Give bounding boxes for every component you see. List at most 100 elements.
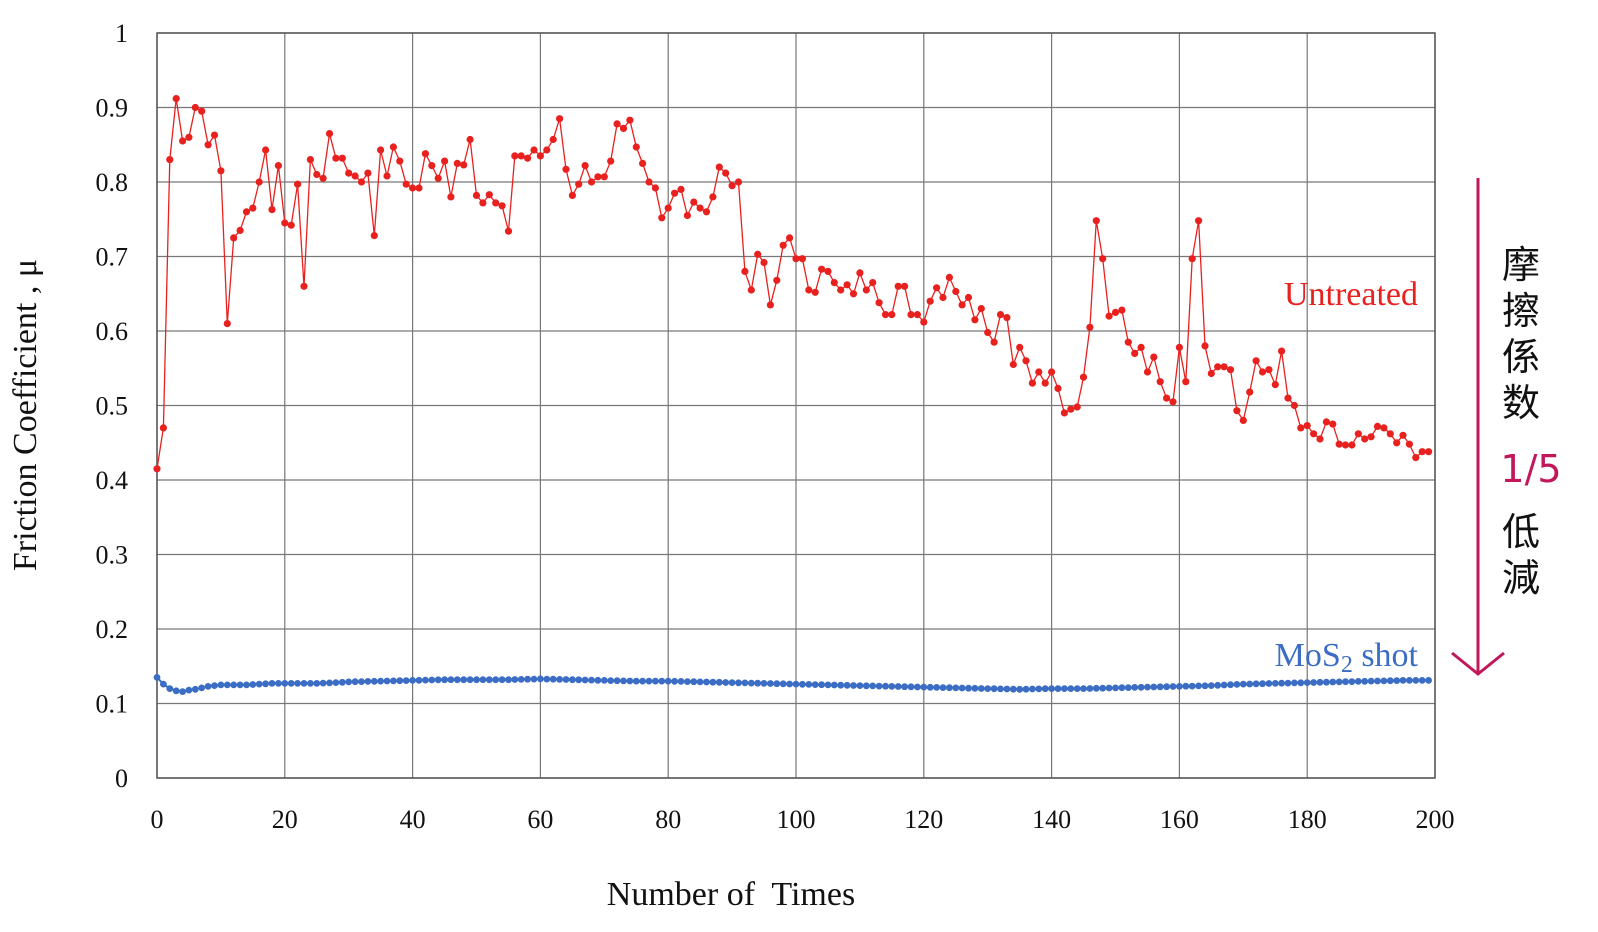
data-point-untreated — [1016, 343, 1024, 351]
data-point-mos2-shot — [958, 684, 966, 692]
data-point-untreated — [185, 133, 193, 141]
data-point-untreated — [958, 301, 966, 309]
data-point-untreated — [1271, 381, 1279, 389]
data-point-mos2-shot — [888, 683, 896, 690]
data-point-untreated — [1073, 403, 1081, 411]
data-point-mos2-shot — [773, 680, 781, 688]
data-point-mos2-shot — [223, 681, 231, 689]
data-point-mos2-shot — [179, 688, 187, 695]
data-point-mos2-shot — [709, 678, 717, 686]
data-point-mos2-shot — [696, 678, 704, 686]
data-point-untreated — [671, 189, 679, 197]
data-point-mos2-shot — [747, 679, 755, 687]
data-point-mos2-shot — [569, 676, 576, 684]
data-point-untreated — [479, 199, 487, 207]
data-point-mos2-shot — [473, 676, 480, 684]
data-point-untreated — [1329, 420, 1337, 428]
data-point-mos2-shot — [1086, 685, 1094, 692]
data-point-untreated — [1367, 433, 1375, 441]
data-point-mos2-shot — [409, 677, 416, 684]
data-point-untreated — [1188, 255, 1196, 263]
data-point-untreated — [1156, 378, 1164, 386]
y-tick-label: 0 — [115, 764, 128, 793]
reduction-arrow — [1451, 178, 1505, 676]
data-point-mos2-shot — [524, 675, 531, 683]
data-point-untreated — [1086, 323, 1094, 331]
data-point-untreated — [594, 173, 602, 181]
data-point-mos2-shot — [1016, 685, 1024, 693]
data-point-mos2-shot — [530, 675, 538, 683]
data-point-untreated — [377, 146, 385, 154]
data-point-mos2-shot — [498, 676, 506, 684]
data-point-mos2-shot — [965, 684, 972, 692]
data-point-mos2-shot — [799, 680, 806, 688]
series-points — [153, 95, 1433, 695]
data-point-mos2-shot — [1188, 682, 1196, 690]
data-point-mos2-shot — [1310, 679, 1317, 686]
data-point-mos2-shot — [428, 676, 436, 684]
data-point-untreated — [1278, 347, 1286, 355]
data-point-mos2-shot — [243, 681, 250, 689]
data-point-untreated — [837, 286, 845, 294]
data-point-untreated — [1425, 448, 1433, 456]
data-point-mos2-shot — [479, 676, 487, 684]
data-point-untreated — [747, 286, 755, 294]
data-point-mos2-shot — [492, 676, 500, 684]
data-point-untreated — [1393, 439, 1401, 447]
y-tick-label: 0.4 — [96, 466, 129, 495]
data-point-mos2-shot — [332, 679, 340, 686]
data-point-untreated — [1405, 440, 1413, 448]
data-point-untreated — [1386, 430, 1394, 438]
data-point-mos2-shot — [358, 678, 365, 685]
data-point-mos2-shot — [715, 678, 723, 686]
data-point-mos2-shot — [1182, 682, 1190, 690]
data-point-untreated — [728, 182, 736, 190]
data-point-mos2-shot — [1316, 678, 1324, 686]
data-point-untreated — [677, 185, 685, 193]
data-point-untreated — [639, 159, 647, 167]
data-point-untreated — [1335, 440, 1343, 448]
data-point-untreated — [415, 184, 423, 192]
data-point-untreated — [664, 204, 672, 212]
data-point-untreated — [325, 130, 334, 138]
data-point-mos2-shot — [294, 680, 301, 687]
y-tick-labels: 0 0.1 0.2 0.3 0.4 0.5 0.6 0.7 0.8 0.9 1 — [96, 19, 129, 793]
data-point-mos2-shot — [926, 683, 934, 691]
data-point-mos2-shot — [811, 681, 819, 688]
data-point-mos2-shot — [1278, 679, 1285, 687]
data-point-mos2-shot — [1169, 683, 1177, 690]
data-point-untreated — [370, 232, 378, 240]
y-axis-title: Friction Coefficient , μ — [7, 259, 44, 571]
data-point-untreated — [1041, 379, 1049, 387]
data-point-mos2-shot — [447, 676, 455, 684]
data-point-mos2-shot — [990, 685, 998, 693]
data-point-untreated — [843, 281, 851, 289]
x-tick-label: 160 — [1160, 805, 1199, 834]
data-point-untreated — [792, 255, 800, 263]
data-point-untreated — [466, 135, 474, 144]
data-point-mos2-shot — [901, 683, 908, 691]
data-point-mos2-shot — [211, 682, 218, 689]
data-point-untreated — [409, 184, 417, 192]
data-point-mos2-shot — [217, 681, 225, 689]
data-point-untreated — [888, 311, 896, 319]
data-point-untreated — [1233, 407, 1241, 415]
data-point-mos2-shot — [760, 680, 768, 687]
data-point-untreated — [587, 178, 596, 186]
y-tick-label: 0.5 — [96, 392, 129, 421]
data-point-untreated — [1118, 306, 1126, 314]
x-tick-label: 120 — [904, 805, 943, 834]
data-point-mos2-shot — [345, 678, 353, 686]
data-point-untreated — [786, 234, 794, 242]
data-point-untreated — [1137, 343, 1145, 351]
data-point-mos2-shot — [690, 678, 698, 686]
x-tick-label: 180 — [1288, 805, 1327, 834]
data-point-mos2-shot — [275, 680, 282, 687]
data-point-mos2-shot — [920, 683, 928, 691]
data-point-mos2-shot — [1271, 680, 1279, 687]
data-point-untreated — [441, 157, 449, 165]
data-point-mos2-shot — [1412, 677, 1420, 684]
data-point-untreated — [824, 267, 832, 275]
data-point-mos2-shot — [1297, 679, 1305, 687]
data-point-mos2-shot — [377, 677, 384, 685]
